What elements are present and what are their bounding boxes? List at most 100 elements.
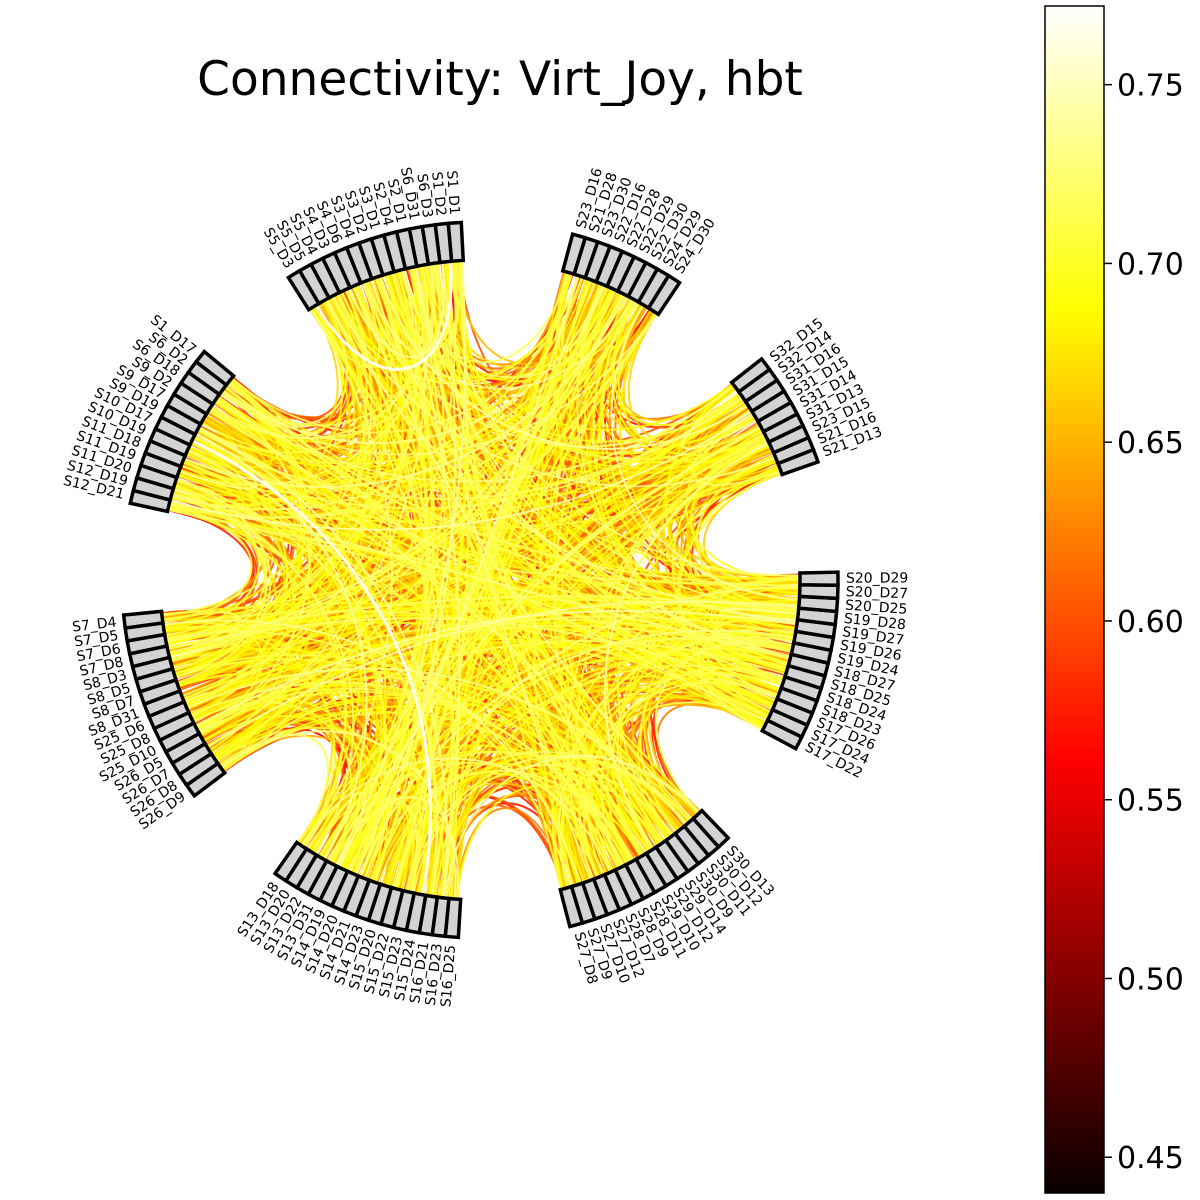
node-label: S7_D4 <box>71 615 117 636</box>
connectivity-link <box>220 730 457 900</box>
node-label: S19_D28 <box>843 611 907 634</box>
connectivity-link <box>221 263 434 427</box>
colorbar-tick-label: 0.55 <box>1117 784 1184 819</box>
connectivity-link <box>164 484 260 637</box>
connectivity-link <box>331 295 776 488</box>
connectivity-link <box>169 413 755 531</box>
connectivity-link <box>186 667 687 826</box>
connectivity-link <box>533 298 635 887</box>
connectivity-link <box>210 260 463 440</box>
connectivity-link <box>439 695 767 898</box>
connectivity-link <box>610 304 800 601</box>
node-segment <box>128 488 173 514</box>
connectivity-link <box>724 607 799 623</box>
connectivity-link <box>167 508 800 587</box>
connectivity-link <box>341 802 415 892</box>
connectivity-link <box>695 453 799 612</box>
connectivity-link <box>167 617 779 697</box>
connectivity-link <box>359 629 795 878</box>
connectivity-link <box>417 304 644 895</box>
connectivity-link <box>586 681 779 876</box>
connectivity-link <box>207 409 768 723</box>
connectivity-link <box>325 298 798 625</box>
connectivity-link <box>178 263 436 487</box>
connectivity-link <box>197 297 371 732</box>
node-label: S20_D27 <box>846 584 909 602</box>
strongest-link <box>191 439 432 896</box>
node-segment <box>798 570 840 588</box>
node-segment <box>560 232 588 277</box>
connectivity-link <box>175 479 272 684</box>
connectivity-link <box>324 299 454 898</box>
connectivity-link <box>363 281 634 390</box>
connectivity-link <box>377 751 689 884</box>
connectivity-link <box>444 754 701 899</box>
connectivity-link <box>189 681 624 867</box>
node-label: S1_D2 <box>428 171 449 217</box>
connectivity-link <box>361 275 399 351</box>
connectivity-link <box>371 391 741 882</box>
connectivity-link <box>300 757 612 873</box>
connectivity-link <box>363 262 456 879</box>
connectivity-link <box>373 266 446 883</box>
connectivity-link <box>224 386 800 588</box>
strongest-link <box>315 261 453 371</box>
connectivity-link <box>352 285 742 448</box>
node-labels: S1_D1S1_D2S6_D3S6_D31S2_D1S2_D4S3_D1S3_D… <box>62 166 909 1008</box>
connectivity-link <box>206 600 799 749</box>
connectivity-link <box>162 417 757 621</box>
connectivity-link <box>401 269 461 899</box>
node-label: S1_D1 <box>443 170 462 215</box>
colorbar-tick-label: 0.75 <box>1117 69 1184 104</box>
connectivity-link <box>161 610 242 650</box>
connectivity-link <box>681 388 758 450</box>
connectivity-link <box>671 432 778 699</box>
connectivity-link <box>186 385 736 711</box>
connectivity-link <box>715 613 798 665</box>
connectivity-link <box>198 395 311 734</box>
node-segment <box>729 356 772 395</box>
connectivity-link <box>306 435 767 851</box>
connectivity-link <box>414 266 592 881</box>
connectivity-link <box>346 262 445 359</box>
colorbar-tick-label: 0.45 <box>1117 1141 1184 1176</box>
connectivity-link <box>699 677 778 731</box>
connectivity-link <box>399 269 570 363</box>
connectivity-link <box>222 261 457 773</box>
connectivity-link <box>707 652 789 708</box>
chart-title: Connectivity: Virt_Joy, hbt <box>197 52 803 107</box>
connectivity-link <box>393 586 800 889</box>
connectivity-link <box>379 275 749 450</box>
connectivity-link <box>168 292 624 654</box>
connectivity-link <box>172 489 268 679</box>
connectivity-link <box>337 426 762 868</box>
colorbar: 0.45 0.50 0.55 0.60 0.65 0.70 0.75 <box>1044 5 1184 1194</box>
connectivity-link <box>194 609 798 727</box>
node-segment <box>443 896 463 940</box>
node-segment <box>690 808 731 850</box>
connectivity-link <box>349 284 605 873</box>
node-label: S20_D29 <box>846 570 908 586</box>
colorbar-tick-label: 0.65 <box>1117 426 1184 461</box>
connectivity-link <box>363 769 635 879</box>
connectivity-link <box>710 578 801 671</box>
node-label: S16_D23 <box>423 943 446 1007</box>
connectivity-link <box>214 385 735 483</box>
connectivity-link <box>433 263 801 577</box>
colorbar-tick-label: 0.70 <box>1117 247 1184 282</box>
connectivity-link <box>230 275 580 434</box>
connectivity-link <box>197 427 448 898</box>
connectivity-link <box>209 263 435 440</box>
connectivity-link <box>576 283 785 681</box>
colorbar-gradient <box>1044 5 1105 1194</box>
connectivity-link <box>221 284 605 445</box>
connectivity-link <box>192 624 791 723</box>
connectivity-link <box>352 285 693 821</box>
connectivity-link <box>432 263 644 857</box>
connectivity-link <box>304 307 393 849</box>
connectivity-link <box>195 432 368 861</box>
connectivity-link <box>355 275 580 876</box>
node-label: S7_D5 <box>73 628 119 651</box>
node-label: S16_D25 <box>438 944 459 1007</box>
